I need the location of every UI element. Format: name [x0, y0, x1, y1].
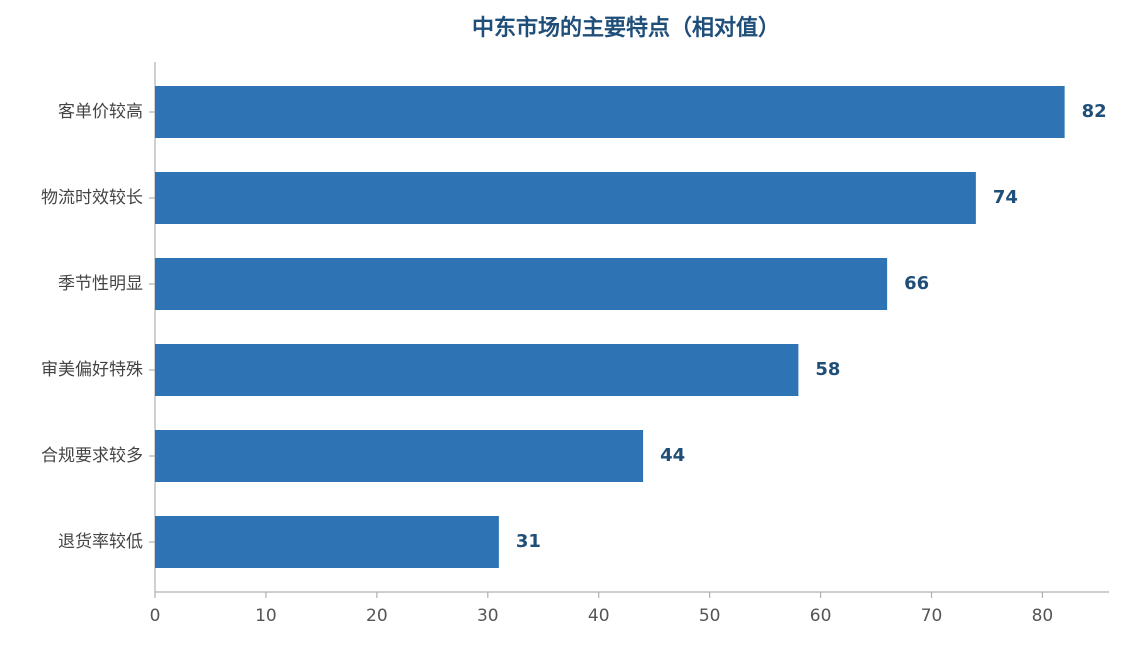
- bar: [155, 258, 888, 310]
- x-tick-label: 20: [366, 606, 388, 626]
- y-tick-label: 物流时效较长: [41, 188, 143, 208]
- y-tick-label: 季节性明显: [58, 274, 143, 294]
- value-label: 74: [993, 187, 1018, 208]
- y-tick-label: 审美偏好特殊: [41, 360, 143, 380]
- bar: [155, 86, 1065, 138]
- bar: [155, 344, 799, 396]
- value-label: 66: [904, 273, 929, 294]
- x-tick-label: 80: [1032, 606, 1054, 626]
- y-tick-label: 退货率较低: [58, 532, 143, 552]
- x-tick-label: 0: [150, 606, 161, 626]
- value-label: 31: [516, 531, 541, 552]
- bar: [155, 172, 976, 224]
- x-tick-label: 50: [699, 606, 721, 626]
- chart-title: 中东市场的主要特点（相对值）: [472, 15, 780, 41]
- x-tick-label: 70: [921, 606, 943, 626]
- value-label: 58: [815, 359, 840, 380]
- y-tick-label: 合规要求较多: [41, 446, 143, 466]
- x-tick-label: 10: [255, 606, 277, 626]
- x-tick-label: 60: [810, 606, 832, 626]
- x-tick-label: 40: [588, 606, 610, 626]
- bar: [155, 516, 499, 568]
- bar: [155, 430, 644, 482]
- value-label: 44: [660, 445, 685, 466]
- x-tick-label: 30: [477, 606, 499, 626]
- value-label: 82: [1082, 101, 1107, 122]
- y-tick-label: 客单价较高: [58, 102, 143, 122]
